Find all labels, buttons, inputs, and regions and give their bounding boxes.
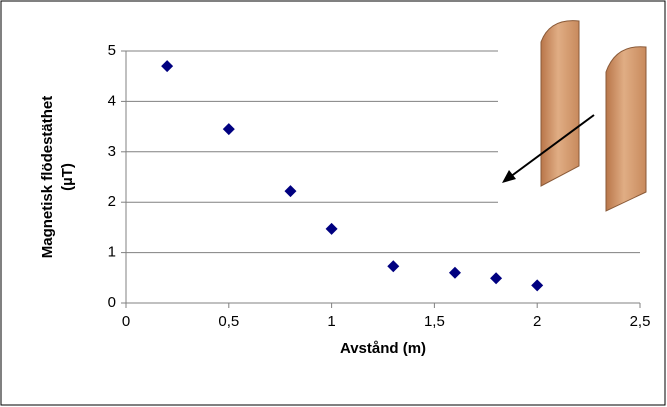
conductor	[540, 20, 580, 187]
y-tick-label: 5	[108, 42, 116, 59]
x-tick-label: 2	[533, 313, 541, 330]
data-point	[222, 123, 235, 136]
x-tick-label: 0,5	[218, 313, 239, 330]
conductor	[605, 46, 647, 212]
x-tick-label: 0	[122, 313, 130, 330]
x-tick-label: 1	[327, 313, 335, 330]
arrow-head	[502, 170, 516, 183]
y-axis-title: (µT)	[59, 163, 76, 191]
x-tick-label: 1,5	[424, 313, 445, 330]
data-point	[490, 272, 503, 285]
data-point	[161, 60, 174, 73]
y-tick-label: 3	[108, 143, 116, 160]
y-tick-label: 2	[108, 193, 116, 210]
y-tick-label: 1	[108, 244, 116, 261]
x-axis-title: Avstånd (m)	[340, 340, 426, 357]
data-point	[387, 260, 400, 273]
cable-illustration	[498, 14, 658, 212]
arrow	[509, 114, 595, 178]
y-tick-label: 4	[108, 92, 116, 109]
data-point	[284, 185, 297, 198]
data-point	[531, 279, 544, 292]
plot-area: 0 1 2 3 4 5 0 0,5 1 1,5 2 2,5	[108, 42, 651, 330]
data-point	[448, 266, 461, 279]
y-axis-title: Magnetisk flödestäthet	[39, 96, 56, 259]
x-tick-label: 2,5	[630, 313, 651, 330]
data-point	[325, 222, 338, 235]
y-tick-label: 0	[108, 294, 116, 311]
